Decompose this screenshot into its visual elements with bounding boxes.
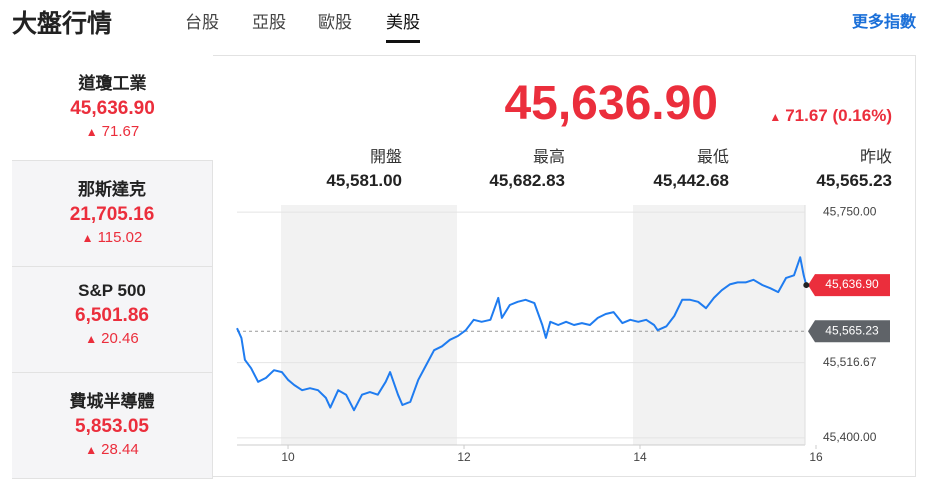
index-value: 6,501.86: [75, 305, 149, 326]
change-text: 115.02: [97, 229, 143, 246]
stat-value: 45,581.00: [326, 171, 402, 190]
y-tick-label: 45,750.00: [823, 204, 877, 218]
stat-value: 45,442.68: [653, 171, 729, 190]
last-price-tag-label: 45,636.90: [825, 277, 879, 291]
x-tick-label: 16: [809, 450, 823, 464]
arrow-up: ▲: [81, 231, 94, 245]
index-row[interactable]: S&P 500 6,501.86 ▲ 20.46: [12, 267, 213, 373]
index-value: 5,853.05: [75, 416, 149, 437]
last-point: [803, 282, 810, 289]
index-row[interactable]: 道瓊工業 45,636.90 ▲ 71.67: [12, 55, 213, 161]
page-title: 大盤行情: [12, 10, 113, 38]
y-tick-label: 45,400.00: [823, 430, 877, 444]
prev-close-tag: [808, 320, 890, 343]
session-band: [633, 205, 805, 445]
index-name: 那斯達克: [78, 180, 146, 199]
index-change: ▲ 115.02: [12, 229, 212, 246]
index-row[interactable]: 那斯達克 21,705.16 ▲ 115.02: [12, 161, 213, 267]
stat: 最高 45,682.83: [425, 143, 565, 191]
last-price-tag: [808, 274, 890, 297]
index-name: S&P 500: [78, 281, 146, 300]
arrow-up: ▲: [85, 125, 98, 139]
tab[interactable]: 亞股: [252, 13, 286, 32]
session-band: [281, 205, 457, 445]
stat: 開盤 45,581.00: [262, 143, 402, 191]
stat: 昨收 45,565.23: [752, 143, 892, 191]
stat-value: 45,682.83: [489, 171, 565, 190]
index-change: ▲ 20.46: [12, 330, 212, 347]
index-name: 道瓊工業: [78, 74, 147, 93]
index-change: ▲ 71.67: [12, 123, 213, 140]
change-text: 71.67 (0.16%): [785, 106, 892, 125]
prev-close-tag-label: 45,565.23: [825, 323, 879, 337]
stat-label: 昨收: [859, 149, 892, 166]
arrow-up: ▲: [85, 443, 98, 457]
arrow-up: ▲: [85, 332, 98, 346]
stat-label: 最高: [532, 149, 565, 166]
x-tick-label: 12: [457, 450, 471, 464]
tab[interactable]: 歐股: [318, 13, 352, 32]
change-text: 28.44: [101, 441, 139, 458]
index-row[interactable]: 費城半導體 5,853.05 ▲ 28.44: [12, 373, 213, 479]
more-link[interactable]: 更多指數: [851, 14, 916, 31]
y-tick-label: 45,516.67: [823, 355, 877, 369]
stat-label: 開盤: [369, 149, 402, 166]
stat-value: 45,565.23: [816, 171, 892, 190]
stat-label: 最低: [696, 149, 729, 166]
arrow-up: ▲: [769, 110, 782, 124]
index-value: 45,636.90: [70, 98, 155, 119]
x-tick-label: 10: [281, 450, 295, 464]
index-value: 21,705.16: [69, 204, 155, 225]
stat: 最低 45,442.68: [589, 143, 729, 191]
change-text: 20.46: [101, 330, 139, 347]
index-name: 費城半導體: [69, 392, 155, 411]
price-change: ▲ 71.67 (0.16%): [769, 106, 892, 126]
index-change: ▲ 28.44: [12, 441, 212, 458]
tab[interactable]: 台股: [185, 13, 219, 32]
x-tick-label: 14: [633, 450, 647, 464]
change-text: 71.67: [101, 123, 140, 140]
price-line: [236, 256, 808, 412]
tab[interactable]: 美股: [386, 8, 420, 43]
price: 45,636.90: [504, 77, 718, 130]
